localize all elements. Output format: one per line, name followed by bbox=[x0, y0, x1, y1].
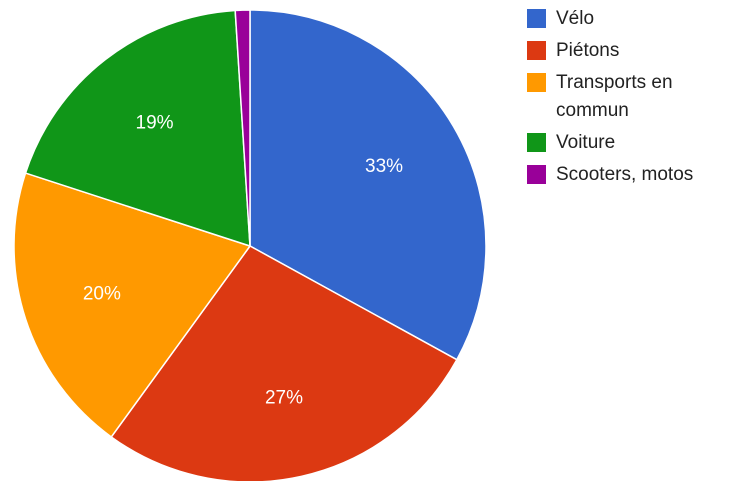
legend-item-transports-en-commun: Transports en commun bbox=[527, 72, 673, 121]
legend-swatch-transports-en-commun bbox=[527, 73, 546, 92]
legend-label-transports-en-commun-line-2: commun bbox=[556, 100, 629, 121]
legend: Vélo Piétons Transports en commun Voiture Sco… bbox=[527, 8, 693, 185]
slice-label-transports-en-commun: 20% bbox=[83, 284, 121, 305]
pie-slice-pietons bbox=[110, 245, 458, 481]
slice-label-voiture: 19% bbox=[136, 112, 174, 133]
legend-swatch-pietons bbox=[527, 41, 546, 60]
legend-label-velo: Vélo bbox=[556, 8, 594, 29]
slice-label-velo: 33% bbox=[365, 156, 403, 177]
pie-slice-velo bbox=[249, 9, 487, 361]
legend-label-transports-en-commun-line-1: Transports en bbox=[556, 72, 673, 93]
legend-swatch-scooters-motos bbox=[527, 165, 546, 184]
legend-label-pietons: Piétons bbox=[556, 40, 619, 61]
legend-label-scooters-motos: Scooters, motos bbox=[556, 164, 693, 185]
slice-label-pietons: 27% bbox=[265, 388, 303, 409]
legend-swatch-voiture bbox=[527, 133, 546, 152]
pie-slice-transports-en-commun bbox=[13, 172, 252, 438]
pie-slice-labels: 33% 27% 20% 19% bbox=[83, 112, 403, 408]
legend-item-voiture: Voiture bbox=[527, 132, 615, 153]
legend-label-voiture: Voiture bbox=[556, 132, 615, 153]
legend-item-velo: Vélo bbox=[527, 8, 594, 29]
legend-swatch-velo bbox=[527, 9, 546, 28]
legend-item-scooters-motos: Scooters, motos bbox=[527, 164, 693, 185]
pie-slice-voiture bbox=[24, 9, 251, 248]
legend-item-pietons: Piétons bbox=[527, 40, 619, 61]
pie-slice-scooters-motos bbox=[234, 9, 251, 247]
pie-slices bbox=[13, 9, 487, 481]
